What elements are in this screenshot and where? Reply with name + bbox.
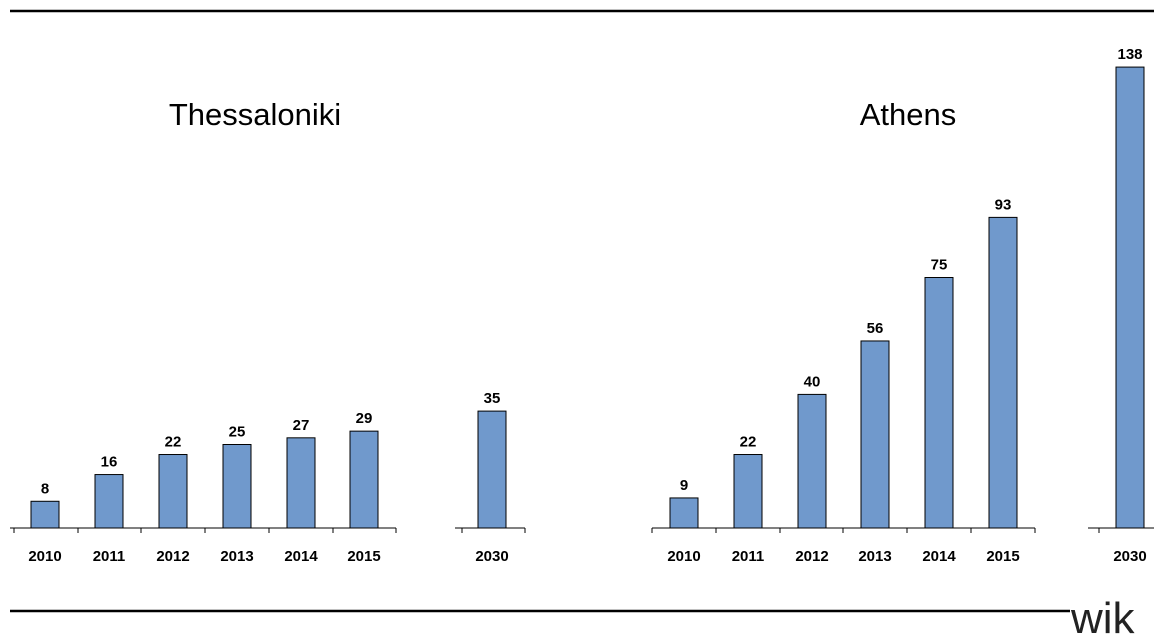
thessaloniki-bar-2012 — [158, 454, 188, 529]
wik-logo: wik — [1070, 594, 1136, 639]
thessaloniki-bar-2030 — [477, 410, 507, 529]
athens-bar-2010 — [669, 497, 699, 529]
athens-bar-2030 — [1115, 66, 1145, 529]
thessaloniki-bar-2014 — [286, 437, 316, 529]
thessaloniki-category-label-2011: 2011 — [93, 548, 126, 565]
thessaloniki-category-label-2015: 2015 — [347, 548, 380, 565]
athens-category-label-2012: 2012 — [795, 548, 828, 565]
athens-bar-2011 — [733, 454, 763, 529]
athens-category-label-2014: 2014 — [922, 548, 956, 565]
athens-bar-2013 — [860, 340, 890, 529]
thessaloniki-bar-2013 — [222, 444, 252, 529]
athens-bar-2015 — [988, 216, 1018, 529]
thessaloniki-category-label-2030: 2030 — [475, 548, 508, 565]
thessaloniki-value-label-2014: 27 — [293, 417, 310, 434]
thessaloniki-value-label-2012: 22 — [165, 434, 182, 451]
athens-category-label-2011: 2011 — [732, 548, 765, 565]
athens-chart-title: Athens — [860, 97, 957, 132]
thessaloniki-value-label-2030: 35 — [484, 390, 501, 407]
thessaloniki-value-label-2015: 29 — [356, 410, 373, 427]
athens-value-label-2013: 56 — [867, 320, 884, 337]
thessaloniki-category-label-2012: 2012 — [156, 548, 189, 565]
athens-value-label-2011: 22 — [740, 434, 757, 451]
thessaloniki-category-label-2014: 2014 — [284, 548, 318, 565]
athens-bar-2012 — [797, 393, 827, 529]
thessaloniki-chart-title: Thessaloniki — [169, 97, 341, 132]
athens-value-label-2014: 75 — [931, 257, 948, 274]
thessaloniki-bar-2015 — [349, 430, 379, 529]
thessaloniki-value-label-2013: 25 — [229, 424, 246, 441]
athens-category-label-2030: 2030 — [1113, 548, 1146, 565]
thessaloniki-chart: 8 2010 16 2011 22 2012 25 2013 27 2014 29 2015 35 203… — [10, 390, 526, 565]
thessaloniki-bar-2011 — [94, 474, 124, 529]
athens-bar-2014 — [924, 277, 954, 529]
thessaloniki-category-label-2010: 2010 — [28, 548, 61, 565]
thessaloniki-category-label-2013: 2013 — [220, 548, 253, 565]
thessaloniki-value-label-2010: 8 — [41, 480, 49, 497]
athens-category-label-2013: 2013 — [858, 548, 891, 565]
athens-value-label-2030: 138 — [1117, 46, 1142, 63]
athens-category-label-2015: 2015 — [986, 548, 1019, 565]
thessaloniki-value-label-2011: 16 — [101, 454, 118, 471]
athens-value-label-2015: 93 — [995, 196, 1012, 213]
athens-chart: 9 2010 22 2011 40 2012 56 2013 75 2014 93 2015 138 20… — [651, 46, 1154, 565]
athens-value-label-2010: 9 — [680, 477, 688, 494]
thessaloniki-bar-2010 — [30, 500, 60, 529]
athens-category-label-2010: 2010 — [667, 548, 700, 565]
athens-value-label-2012: 40 — [804, 373, 821, 390]
